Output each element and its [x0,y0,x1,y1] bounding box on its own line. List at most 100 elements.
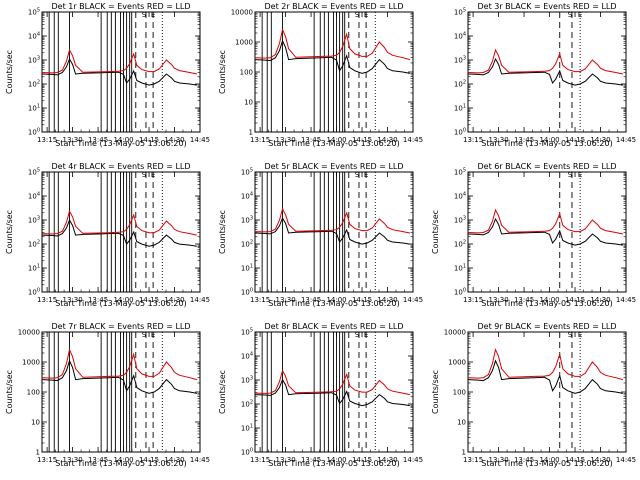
x-tick-label: 13:45 [301,296,321,304]
y-tick-exponent: 0 [250,288,253,294]
x-tick-label: 13:15 [463,296,483,304]
y-tick-label: 1000 [448,359,466,367]
y-tick-label: 103 [454,216,466,225]
x-axis-label: Start Time (13-May-05 13:06:20) [55,139,186,148]
x-tick-label: 13:30 [275,296,295,304]
y-axis-label: Counts/sec [431,210,440,254]
y-tick-exponent: 3 [463,56,466,62]
panel-title: Det 9r BLACK = Events RED = LLD [477,322,616,331]
x-tick-label: 14:15 [565,456,585,464]
events-black-series [254,39,410,74]
plot-frame [467,171,627,293]
x-axis-label: Start Time (13-May-05 13:06:20) [481,139,612,148]
y-tick-label: 104 [28,32,40,41]
panel-title: Det 4r BLACK = Events RED = LLD [51,162,190,171]
panel-title: Det 8r BLACK = Events RED = LLD [264,322,403,331]
x-tick-label: 14:30 [377,136,397,144]
panel-det-2: Det 2r BLACK = Events RED = LLD 1 10 100 100… [218,2,423,148]
x-tick-label: 13:15 [250,136,270,144]
y-tick-label: 1 [36,449,40,457]
y-tick-label: 102 [454,240,466,249]
y-tick-label: 1 [249,129,253,137]
events-black-series [41,57,197,86]
marker-letter: E [578,11,582,19]
y-tick-label: 105 [454,8,466,17]
y-tick-label: 101 [241,424,253,433]
x-axis-label: Start Time (13-May-05 13:06:20) [268,459,399,468]
y-tick-label: 101 [454,104,466,113]
panel-title: Det 1r BLACK = Events RED = LLD [51,2,190,11]
y-tick-label: 103 [28,56,40,65]
y-tick-label: 1000 [22,359,40,367]
y-tick-label: 100 [454,128,466,137]
x-tick-label: 14:15 [565,136,585,144]
y-tick-label: 103 [241,216,253,225]
y-tick-exponent: 1 [463,104,466,110]
marker-letter: S [568,171,573,179]
panel-title: Det 6r BLACK = Events RED = LLD [477,162,616,171]
marker-letter: S [142,171,147,179]
x-tick-label: 13:30 [275,136,295,144]
y-axis-label: Counts/sec [218,50,227,94]
y-tick-exponent: 0 [463,288,466,294]
y-tick-label: 105 [241,328,253,337]
panel-det-8: Det 8r BLACK = Events RED = LLD100101102… [218,322,423,468]
y-tick-label: 10000 [444,329,466,337]
marker-letter: E [151,171,155,179]
x-tick-label: 13:45 [514,296,534,304]
y-tick-exponent: 4 [37,32,40,38]
y-tick-label: 101 [28,104,40,113]
lld-red-series [41,48,198,75]
panel-det-5: Det 5r BLACK = Events RED = LLD100101102… [218,162,423,308]
plot-frame [467,11,627,133]
y-tick-label: 100 [453,389,466,397]
x-tick-label: 13:30 [488,456,508,464]
lld-red-series [41,209,198,236]
y-tick-exponent: 2 [37,240,40,246]
y-tick-exponent: 2 [463,80,466,86]
events-black-series [41,218,197,247]
y-tick-exponent: 1 [250,264,253,270]
x-tick-label: 14:00 [326,296,346,304]
y-tick-exponent: 5 [463,168,466,174]
y-tick-label: 104 [454,192,466,201]
y-tick-exponent: 5 [37,8,40,14]
y-tick-exponent: 3 [250,376,253,382]
y-axis-label: Counts/sec [431,370,440,414]
x-axis-label: Start Time (13-May-05 13:06:20) [268,139,399,148]
marker-letter: S [568,11,573,19]
x-tick-label: 14:15 [139,456,159,464]
y-tick-label: 1000 [235,39,253,47]
y-tick-label: 10000 [231,9,253,17]
x-axis-label: Start Time (13-May-05 13:06:20) [55,299,186,308]
events-black-series [467,217,623,246]
x-tick-label: 14:45 [616,136,636,144]
x-tick-label: 13:30 [62,136,82,144]
marker-letter: E [364,331,368,339]
x-tick-label: 14:45 [403,136,423,144]
y-tick-exponent: 1 [463,264,466,270]
y-tick-exponent: 5 [250,168,253,174]
y-tick-exponent: 5 [250,328,253,334]
lld-red-series [254,369,411,396]
y-tick-label: 105 [28,168,40,177]
plot-frame [41,171,201,293]
y-tick-exponent: 0 [37,288,40,294]
y-tick-exponent: 2 [463,240,466,246]
y-tick-label: 101 [28,264,40,273]
x-tick-label: 14:45 [403,296,423,304]
y-tick-label: 104 [28,192,40,201]
x-tick-label: 13:30 [275,456,295,464]
x-tick-label: 13:30 [488,296,508,304]
y-tick-exponent: 2 [37,80,40,86]
x-axis-label: Start Time (13-May-05 13:06:20) [481,299,612,308]
y-tick-label: 100 [241,448,253,457]
y-tick-label: 100 [28,128,40,137]
panel-det-4: Det 4r BLACK = Events RED = LLD100101102… [5,162,210,308]
panel-det-1: Det 1r BLACK = Events RED = LLD100101102… [5,2,210,148]
y-tick-exponent: 0 [250,448,253,454]
x-tick-label: 13:30 [62,456,82,464]
y-tick-label: 104 [454,32,466,41]
marker-letter: E [578,331,582,339]
